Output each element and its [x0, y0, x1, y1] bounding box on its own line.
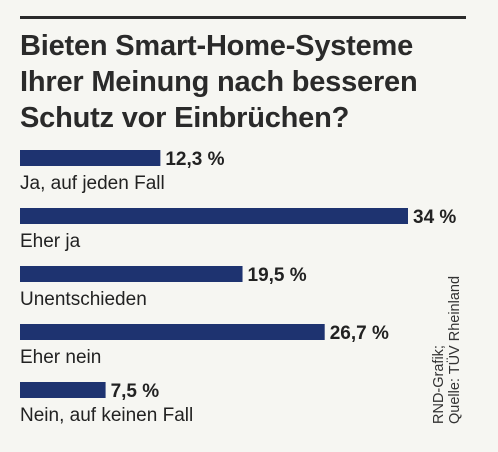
category-label: Unentschieden — [20, 289, 147, 310]
bar-value-label: 12,3 % — [165, 149, 224, 170]
bar-value-label: 7,5 % — [111, 381, 160, 402]
bar-value-label: 26,7 % — [330, 323, 389, 344]
chart-title: Bieten Smart-Home-Systeme Ihrer Meinung … — [20, 30, 418, 134]
bar-value-label: 34 % — [413, 207, 456, 228]
bar — [20, 150, 161, 166]
bar — [20, 324, 325, 340]
category-label: Nein, auf keinen Fall — [20, 405, 193, 426]
source-line-1: RND-Grafik; — [431, 345, 447, 424]
bar — [20, 382, 106, 398]
category-label: Eher nein — [20, 347, 101, 368]
bar-value-label: 19,5 % — [248, 265, 307, 286]
source-line-2: Quelle: TÜV Rheinland — [447, 275, 463, 424]
bar — [20, 208, 408, 224]
bar — [20, 266, 243, 282]
top-rule — [20, 16, 466, 19]
category-label: Ja, auf jeden Fall — [20, 173, 165, 194]
category-label: Eher ja — [20, 231, 81, 252]
source-credit: RND-Grafik; Quelle: TÜV Rheinland — [431, 276, 463, 424]
